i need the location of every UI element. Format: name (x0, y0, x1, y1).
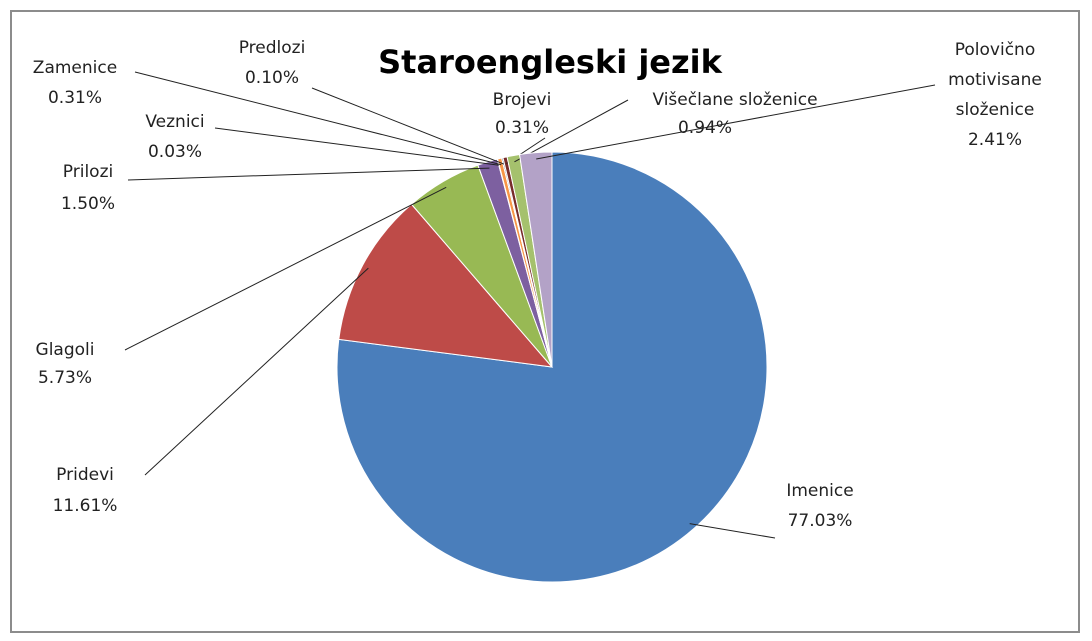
leader-line (127, 167, 490, 181)
slice-label: Predlozi (238, 38, 306, 58)
slice-value-label: 0.31% (47, 88, 103, 108)
slice-label: Višečlane složenice (652, 90, 818, 110)
slice-value-label: 0.03% (147, 142, 203, 162)
chart-frame (10, 10, 1080, 633)
slice-value-label: 11.61% (52, 496, 118, 516)
slice-label: Veznici (145, 112, 205, 132)
leader-line (134, 71, 502, 166)
slice-value-label: 77.03% (787, 511, 853, 531)
chart-title: Staroengleski jezik (378, 43, 722, 81)
slice-label: Polovično motivisane složenice (948, 40, 1042, 120)
slice-label: Prilozi (62, 162, 114, 182)
leader-line (311, 87, 504, 165)
leader-line (689, 523, 776, 539)
slice-value-label: 1.50% (60, 194, 116, 214)
leader-line (144, 267, 369, 476)
slice-label: Zamenice (32, 58, 118, 78)
leader-line (514, 99, 629, 163)
slice-label: Glagoli (35, 340, 95, 360)
leader-line (536, 84, 936, 160)
slice-label: Pridevi (56, 465, 114, 485)
pie-slice (518, 151, 553, 368)
slice-label: Imenice (786, 481, 854, 501)
slice-value-label: 0.94% (677, 118, 733, 138)
leader-line (124, 186, 447, 351)
leader-line (214, 127, 500, 166)
slice-value-label: 5.73% (37, 368, 93, 388)
pie-slice (338, 203, 554, 368)
slice-value-label: 0.31% (494, 118, 550, 138)
slice-value-label: 2.41% (967, 130, 1023, 150)
slice-value-label: 0.10% (244, 68, 300, 88)
slice-label: Brojevi (492, 90, 552, 110)
